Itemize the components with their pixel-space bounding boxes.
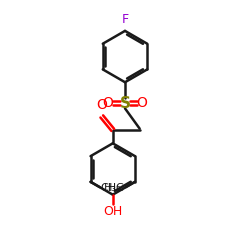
Text: O: O	[102, 96, 113, 110]
Text: F: F	[122, 14, 128, 26]
Text: OH: OH	[103, 205, 122, 218]
Text: CH₃: CH₃	[101, 183, 121, 193]
Text: O: O	[96, 98, 107, 112]
Text: H₃C: H₃C	[104, 183, 125, 193]
Text: S: S	[120, 96, 130, 110]
Text: O: O	[137, 96, 147, 110]
